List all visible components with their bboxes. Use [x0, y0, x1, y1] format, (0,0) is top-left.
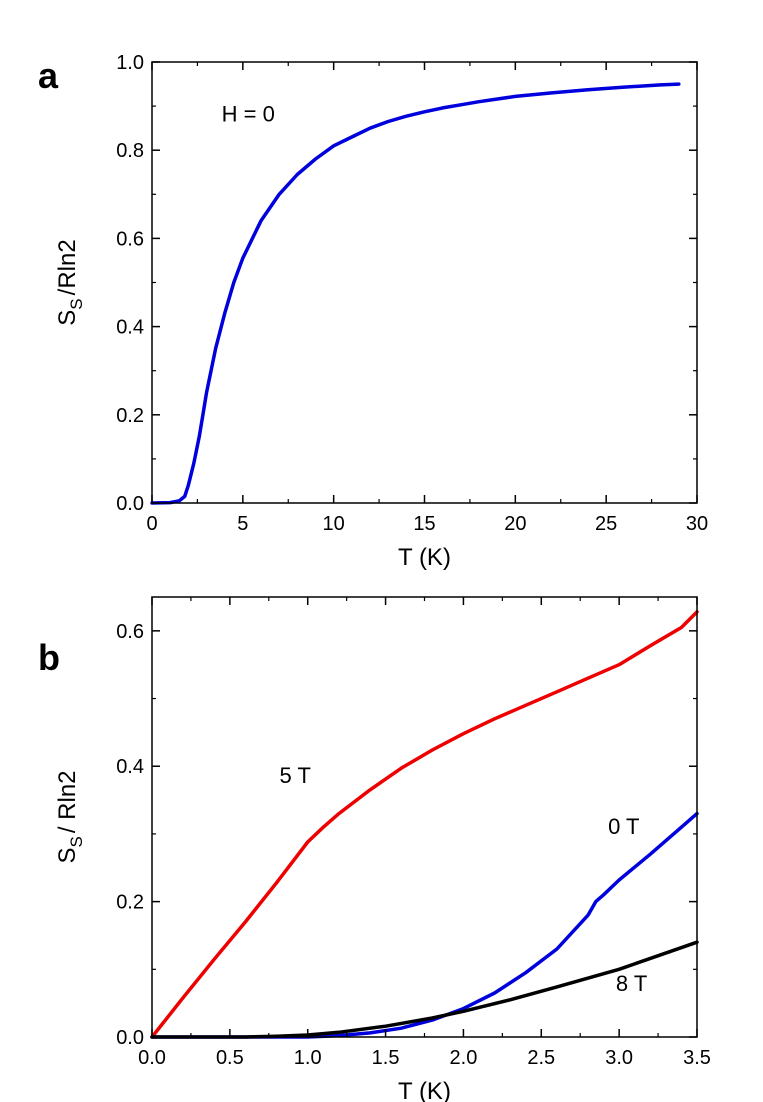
y-tick-label: 1.0 — [116, 52, 144, 74]
annotation-label: 8 T — [616, 971, 647, 996]
y-axis-title-rest: / Rln2 — [54, 770, 81, 833]
y-axis-title: SS / Rln2 — [54, 770, 86, 863]
x-tick-label: 15 — [413, 513, 435, 535]
x-tick-label: 2.5 — [527, 1047, 555, 1069]
series-line-5t — [150, 610, 699, 1039]
series-line-0 — [150, 82, 681, 505]
x-tick-label: 0.5 — [216, 1047, 244, 1069]
x-tick-label: 0 — [146, 513, 157, 535]
x-tick-label: 2.0 — [450, 1047, 478, 1069]
annotation-label: 0 T — [608, 814, 639, 839]
y-axis-title-rest: /Rln2 — [54, 239, 81, 295]
x-tick-label: 20 — [504, 513, 526, 535]
x-tick-label: 30 — [686, 513, 708, 535]
x-tick-label: 5 — [237, 513, 248, 535]
y-tick-label: 0.2 — [116, 405, 144, 427]
y-tick-label: 0.4 — [116, 756, 144, 778]
x-tick-label: 3.0 — [605, 1047, 633, 1069]
x-tick-label: 1.5 — [372, 1047, 400, 1069]
x-tick-label: 3.5 — [683, 1047, 711, 1069]
chart-a: a 0 5 10 15 20 25 300.00.20.40.60.81.0T (K)SS/… — [38, 52, 708, 571]
y-axis-title: SS/Rln2 — [54, 239, 86, 325]
panel-letter-b: b — [38, 637, 60, 678]
y-axis-title-main: S — [54, 310, 81, 326]
y-tick-label: 0.0 — [116, 493, 144, 515]
series-line-0t — [150, 811, 699, 1039]
y-axis-title-sub: S — [67, 298, 86, 309]
x-axis-title: T (K) — [398, 1078, 451, 1102]
y-axis-title-main: S — [54, 848, 81, 864]
panel-letter-a: a — [38, 55, 59, 96]
x-tick-label: 25 — [595, 513, 617, 535]
y-tick-label: 0.8 — [116, 140, 144, 162]
x-axis-title: T (K) — [398, 544, 451, 571]
y-axis-title-sub: S — [67, 836, 86, 847]
y-tick-label: 0.4 — [116, 317, 144, 339]
x-tick-label: 1.0 — [294, 1047, 322, 1069]
annotation-label: 5 T — [280, 763, 311, 788]
x-tick-label: 10 — [323, 513, 345, 535]
y-tick-label: 0.2 — [116, 892, 144, 914]
y-tick-label: 0.6 — [116, 228, 144, 250]
chart-b: b 0.0 0.5 1.0 1.5 2.0 2.5 3.0 3.5 0.0 0.2 0.4 0.6 T … — [38, 596, 711, 1102]
y-tick-label: 0.6 — [116, 621, 144, 643]
y-tick-label: 0.0 — [116, 1027, 144, 1049]
x-tick-label: 0.0 — [138, 1047, 166, 1069]
annotation-label: H = 0 — [222, 102, 275, 127]
